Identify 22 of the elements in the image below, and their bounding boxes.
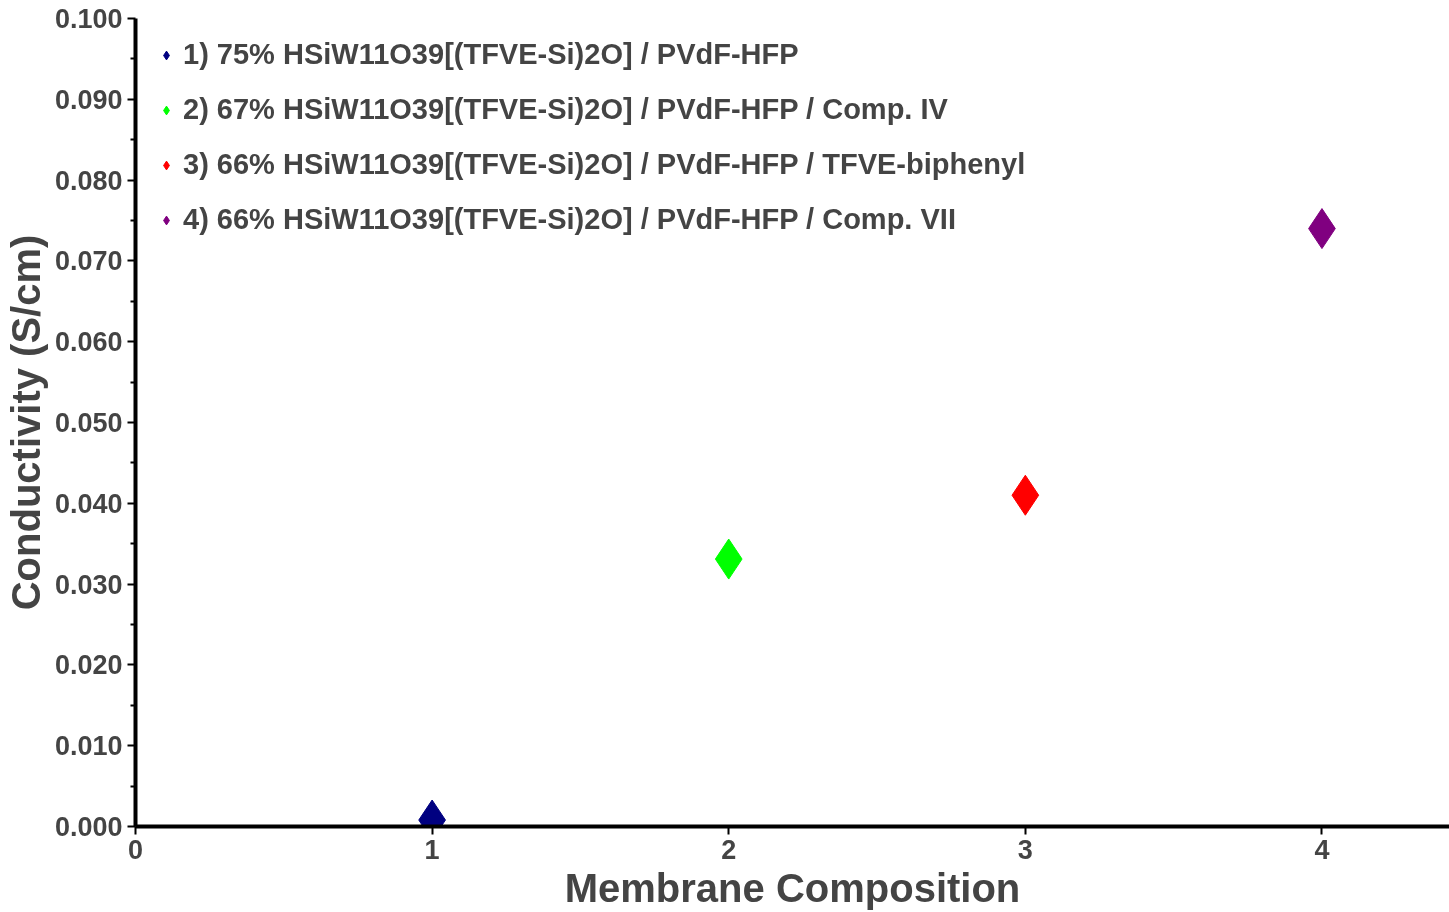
x-tick-label: 1 (424, 834, 440, 865)
x-axis-title: Membrane Composition (564, 865, 1021, 910)
x-tick-label: 3 (1017, 834, 1033, 865)
y-tick-label: 0.090 (54, 84, 123, 115)
x-tick-label: 0 (127, 834, 144, 865)
x-tick-label: 2 (721, 834, 737, 865)
y-tick-label: 0.030 (54, 569, 123, 600)
y-tick-label: 0.020 (54, 650, 123, 681)
legend-label: 2) 67% HSiW11O39[(TFVE-Si)2O] / PVdF-HFP / Comp. IV (183, 93, 948, 126)
y-tick-label: 0.100 (54, 4, 123, 34)
legend-label: 4) 66% HSiW11O39[(TFVE-Si)2O] / PVdF-HFP / Comp. VII (183, 203, 956, 236)
y-axis-title: Conductivity (S/cm) (3, 234, 48, 611)
y-tick-label: 0.080 (54, 165, 123, 196)
y-tick-label: 0.040 (54, 488, 123, 519)
x-tick-label: 4 (1314, 834, 1330, 865)
y-tick-label: 0.000 (54, 812, 123, 842)
y-tick-label: 0.070 (54, 246, 123, 277)
y-tick-label: 0.060 (54, 327, 123, 358)
legend-label: 3) 66% HSiW11O39[(TFVE-Si)2O] / PVdF-HFP / TFVE-biphenyl (183, 148, 1026, 181)
y-tick-label: 0.050 (54, 408, 123, 438)
y-tick-label: 0.010 (54, 731, 123, 762)
legend-label: 1) 75% HSiW11O39[(TFVE-Si)2O] / PVdF-HFP (183, 38, 799, 71)
